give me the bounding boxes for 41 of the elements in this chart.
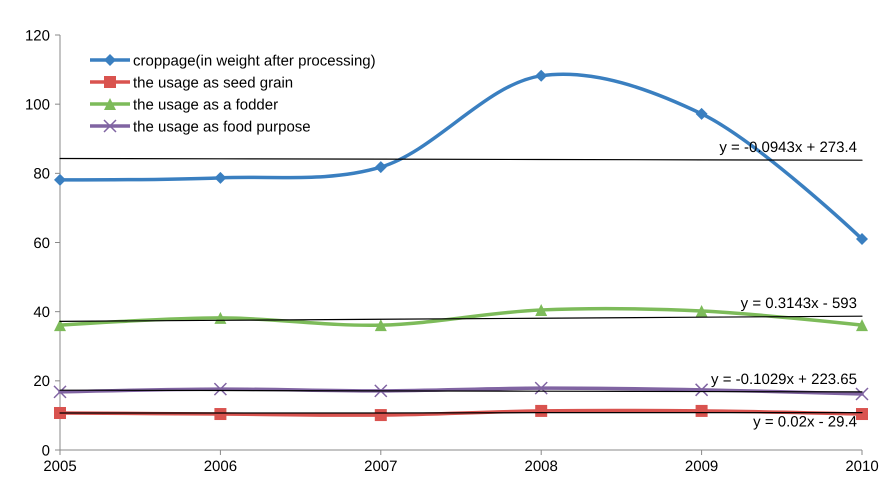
- point: [54, 406, 66, 419]
- point: [856, 408, 868, 420]
- point: [856, 233, 868, 246]
- point: [214, 172, 226, 184]
- legend-label: croppage(in weight after processing): [133, 52, 376, 70]
- y-tick-label: 20: [33, 373, 50, 390]
- point: [696, 304, 708, 317]
- point: [856, 319, 868, 332]
- y-tick-label: 80: [33, 166, 50, 183]
- legend-label: the usage as a fodder: [133, 96, 278, 114]
- y-tick-label: 100: [24, 96, 50, 114]
- y-tick-label: 40: [33, 304, 50, 321]
- y-tick-label: 120: [24, 27, 50, 44]
- point: [374, 384, 388, 398]
- y-tick-label: 60: [33, 234, 50, 252]
- point: [855, 387, 869, 401]
- x-tick-label: 2008: [524, 458, 558, 475]
- x-tick-label: 2009: [684, 458, 718, 475]
- x-tick-label: 2007: [364, 458, 398, 475]
- point: [694, 383, 708, 397]
- point: [696, 108, 708, 120]
- point: [54, 174, 66, 186]
- point: [535, 70, 548, 82]
- x-tick-label: 2006: [204, 458, 238, 475]
- point: [214, 408, 226, 420]
- series-label: y = 0.3143x - 593: [740, 295, 857, 312]
- legend-label: the usage as food purpose: [133, 118, 311, 136]
- point: [534, 381, 548, 395]
- point: [535, 304, 548, 316]
- point: [53, 385, 67, 399]
- point: [54, 319, 66, 332]
- x-tick-label: 2010: [845, 458, 879, 475]
- series-label: y = -0.1029x + 223.65: [711, 370, 857, 388]
- point: [374, 161, 387, 174]
- x-tick-label: 2005: [43, 458, 77, 475]
- y-tick-label: 0: [42, 442, 50, 460]
- series-label: y = 0.02x - 29.4: [753, 414, 857, 431]
- point: [374, 409, 387, 422]
- legend-label: the usage as seed grain: [133, 74, 294, 92]
- point: [374, 319, 387, 332]
- point: [214, 382, 228, 396]
